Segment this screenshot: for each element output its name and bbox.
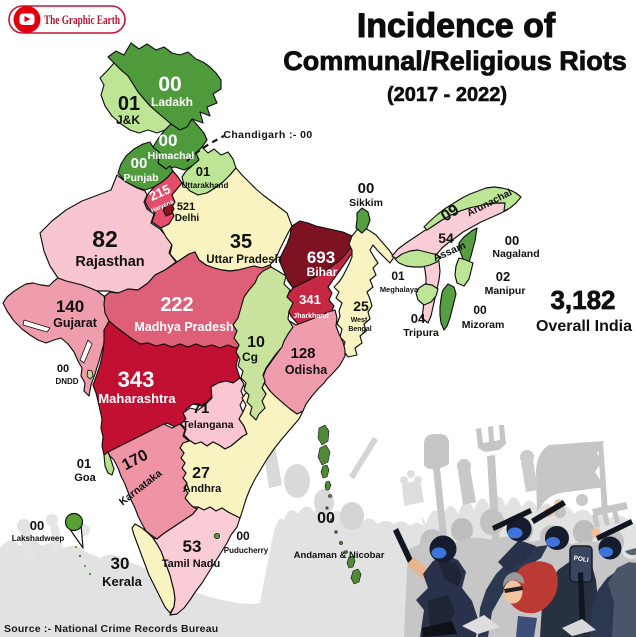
svg-text:30: 30 bbox=[111, 554, 130, 573]
svg-text:J&K: J&K bbox=[116, 113, 140, 127]
svg-text:Overall India: Overall India bbox=[536, 318, 632, 335]
svg-text:10: 10 bbox=[247, 334, 265, 351]
svg-text:25: 25 bbox=[353, 298, 369, 314]
svg-text:341: 341 bbox=[299, 292, 321, 307]
svg-text:27: 27 bbox=[192, 465, 210, 482]
svg-text:82: 82 bbox=[92, 226, 118, 252]
svg-text:Ladakh: Ladakh bbox=[151, 95, 193, 109]
svg-text:Tripura: Tripura bbox=[403, 327, 439, 339]
svg-text:Puducherry: Puducherry bbox=[224, 546, 269, 555]
svg-text:POLI: POLI bbox=[573, 555, 589, 564]
svg-text:DNDD: DNDD bbox=[55, 377, 78, 386]
svg-text:01: 01 bbox=[391, 269, 405, 283]
svg-text:Uttar Pradesh: Uttar Pradesh bbox=[206, 254, 281, 266]
svg-text:00: 00 bbox=[131, 155, 148, 172]
svg-text:00: 00 bbox=[317, 510, 335, 527]
svg-text:02: 02 bbox=[496, 269, 510, 284]
svg-text:Incidence of: Incidence of bbox=[357, 7, 556, 45]
svg-text:Sikkim: Sikkim bbox=[349, 197, 383, 209]
svg-text:00: 00 bbox=[473, 303, 487, 317]
svg-text:54: 54 bbox=[438, 230, 454, 246]
svg-text:Madhya Pradesh: Madhya Pradesh bbox=[134, 320, 233, 334]
svg-text:Delhi: Delhi bbox=[175, 213, 200, 224]
svg-text:Odisha: Odisha bbox=[285, 363, 328, 377]
svg-text:128: 128 bbox=[290, 345, 315, 362]
svg-text:Rajasthan: Rajasthan bbox=[75, 254, 144, 270]
svg-text:00: 00 bbox=[236, 529, 250, 543]
svg-text:00: 00 bbox=[30, 518, 44, 533]
svg-text:Telangana: Telangana bbox=[182, 419, 233, 431]
svg-text:Tamil Nadu: Tamil Nadu bbox=[162, 558, 220, 570]
svg-text:00: 00 bbox=[158, 73, 181, 96]
svg-text:693: 693 bbox=[307, 248, 335, 267]
svg-text:Mizoram: Mizoram bbox=[462, 319, 505, 331]
svg-text:The Graphic Earth: The Graphic Earth bbox=[44, 12, 121, 27]
svg-text:Communal/Religious Riots: Communal/Religious Riots bbox=[283, 46, 627, 76]
svg-text:Kerala: Kerala bbox=[102, 574, 143, 589]
svg-text:Himachal: Himachal bbox=[148, 150, 195, 162]
svg-text:West: West bbox=[351, 317, 368, 324]
svg-text:Jharkhand: Jharkhand bbox=[293, 313, 328, 320]
svg-text:222: 222 bbox=[160, 294, 193, 316]
svg-text:01: 01 bbox=[196, 164, 210, 179]
svg-text:Manipur: Manipur bbox=[485, 285, 526, 297]
svg-text:00: 00 bbox=[358, 180, 375, 197]
svg-text:Punjab: Punjab bbox=[123, 172, 158, 184]
svg-text:140: 140 bbox=[56, 297, 84, 316]
svg-text:04: 04 bbox=[411, 311, 426, 326]
svg-text:Chandigarh :- 00: Chandigarh :- 00 bbox=[223, 129, 312, 141]
svg-text:01: 01 bbox=[118, 93, 140, 115]
svg-text:Maharashtra: Maharashtra bbox=[98, 391, 176, 406]
svg-text:Bihar: Bihar bbox=[307, 265, 338, 279]
svg-text:Bengal: Bengal bbox=[348, 326, 371, 333]
svg-text:Uttarakhand: Uttarakhand bbox=[182, 181, 229, 190]
svg-text:Andaman & Nicobar: Andaman & Nicobar bbox=[294, 550, 385, 561]
svg-text:Goa: Goa bbox=[74, 472, 96, 484]
svg-text:(2017 - 2022): (2017 - 2022) bbox=[387, 84, 507, 106]
svg-text:521: 521 bbox=[177, 201, 195, 213]
svg-text:Cg: Cg bbox=[242, 350, 258, 364]
svg-text:Gujarat: Gujarat bbox=[53, 316, 98, 330]
svg-text:3,182: 3,182 bbox=[550, 285, 615, 315]
svg-text:Lakshadweep: Lakshadweep bbox=[12, 534, 65, 543]
svg-text:Nagaland: Nagaland bbox=[492, 248, 539, 260]
svg-text:53: 53 bbox=[183, 537, 202, 556]
svg-text:00: 00 bbox=[505, 233, 519, 248]
svg-text:01: 01 bbox=[77, 456, 91, 471]
svg-text:35: 35 bbox=[230, 231, 252, 253]
svg-text:Andhra: Andhra bbox=[183, 483, 222, 495]
svg-text:343: 343 bbox=[118, 367, 155, 392]
svg-text:00: 00 bbox=[57, 363, 69, 375]
svg-text:71: 71 bbox=[193, 400, 210, 417]
svg-text:Meghalaya: Meghalaya bbox=[380, 285, 419, 294]
svg-text:Source :- National Crime Recor: Source :- National Crime Records Bureau bbox=[4, 623, 218, 635]
svg-text:00: 00 bbox=[159, 131, 178, 150]
